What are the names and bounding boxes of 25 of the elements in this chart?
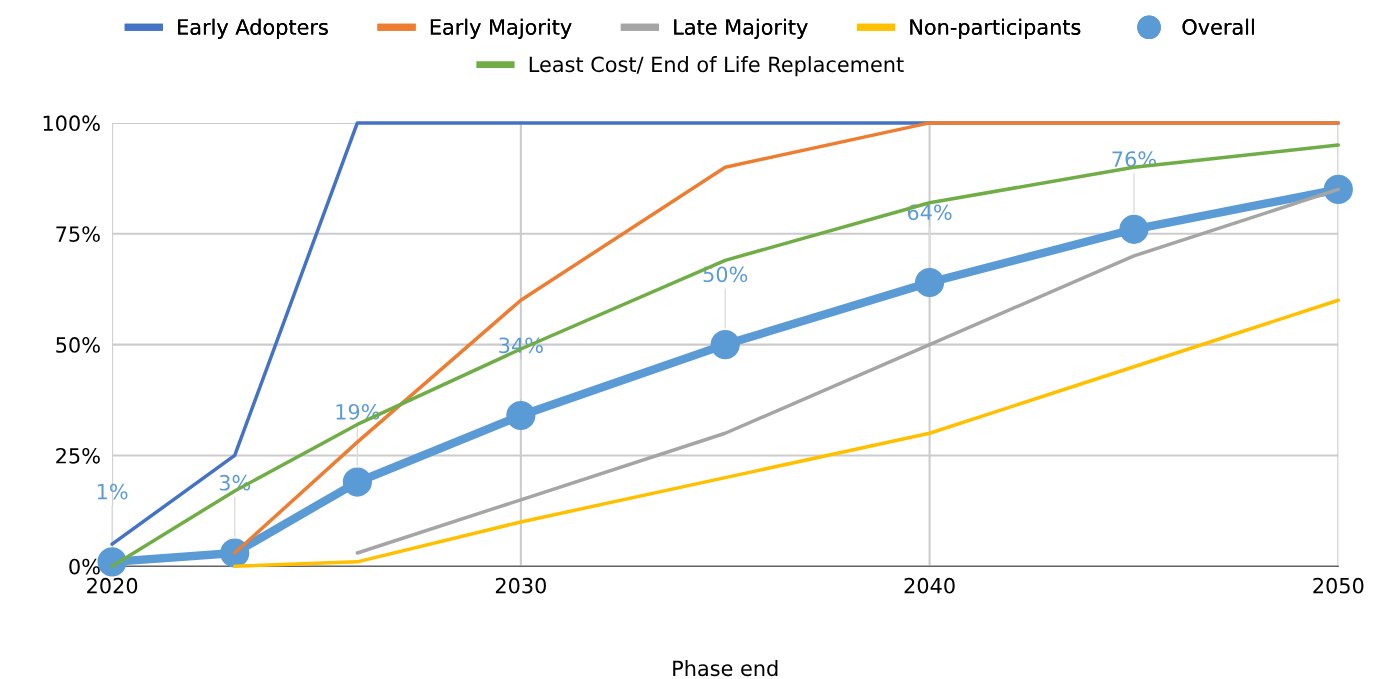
legend-label: Least Cost/ End of Life Replacement: [529, 56, 904, 77]
y-tick-label: 100%: [43, 115, 100, 132]
data-label: 1%: [97, 483, 128, 500]
y-tick-label: 50%: [56, 337, 100, 353]
legend-label: Early Adopters: [178, 18, 328, 39]
point: [506, 400, 536, 431]
x-tick-label: 2030: [495, 577, 546, 594]
data-label: 64%: [907, 204, 952, 221]
x-tick-label: 2050: [1313, 577, 1364, 594]
y-tick-label: 25%: [56, 447, 100, 464]
point: [915, 267, 945, 298]
point: [1323, 174, 1353, 204]
data-label: 19%: [336, 403, 380, 420]
point: [710, 330, 740, 360]
legend-label: Early Majority: [430, 18, 572, 39]
legend-label: Late Majority: [674, 18, 808, 39]
legend-label: Overall: [1182, 18, 1254, 35]
x-tick-label: 2020: [87, 577, 138, 594]
y-tick-label: 75%: [56, 226, 100, 242]
point: [342, 467, 372, 497]
y-tick-label: 0%: [69, 558, 100, 575]
x-tick-label: 2040: [904, 577, 955, 594]
x-axis-title: Phase end: [673, 660, 778, 677]
legend-label: Non-participants: [910, 18, 1081, 39]
point: [1119, 214, 1149, 244]
